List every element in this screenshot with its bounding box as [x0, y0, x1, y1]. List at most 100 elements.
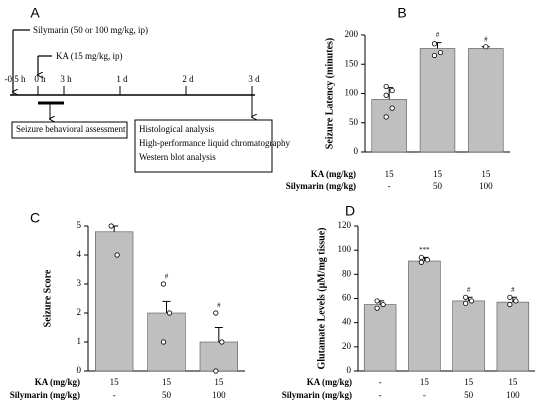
data-point — [507, 294, 513, 300]
panel-letter: D — [345, 203, 355, 219]
y-tick-label: 3 — [77, 278, 82, 288]
y-tick-label: 5 — [77, 220, 82, 230]
timeline-tick-label: 1 d — [116, 74, 128, 84]
row-name: Silymarin (mg/kg) — [10, 390, 80, 400]
y-tick-label: 0 — [77, 365, 82, 375]
silymarin-label: Silymarin (50 or 100 mg/kg, ip) — [33, 25, 148, 35]
data-point — [389, 105, 395, 111]
y-tick-label: 40 — [342, 317, 352, 327]
x-tick-label: 15 — [481, 169, 491, 179]
data-point — [108, 223, 114, 229]
x-tick-label: 15 — [110, 377, 120, 387]
x-tick-label: 50 — [433, 181, 443, 191]
y-tick-label: 80 — [342, 268, 352, 278]
data-point — [513, 298, 519, 304]
bar — [371, 99, 407, 153]
panel-letter: A — [30, 5, 40, 21]
panel-letter: C — [30, 210, 40, 226]
data-point — [431, 41, 438, 47]
ka-arrow — [38, 55, 52, 75]
y-tick-label: 100 — [338, 244, 352, 254]
x-tick-label: 15 — [162, 377, 172, 387]
data-point — [374, 305, 380, 311]
data-point — [166, 310, 173, 316]
data-point — [463, 300, 469, 306]
error-bar — [162, 300, 171, 313]
y-tick-label: 120 — [338, 220, 352, 230]
y-tick-label: 1 — [77, 336, 82, 346]
y-tick-label: 150 — [345, 58, 359, 68]
data-point — [463, 294, 469, 300]
analysis-label: High-performance liquid chromatography — [139, 138, 290, 148]
x-tick-label: - — [379, 390, 382, 400]
x-tick-label: 50 — [162, 390, 172, 400]
data-point — [437, 49, 444, 56]
data-point — [374, 298, 380, 304]
error-bar — [214, 327, 223, 342]
y-tick-label: 0 — [354, 146, 359, 156]
data-point — [383, 92, 389, 98]
x-tick-label: 15 — [420, 377, 430, 387]
bar — [408, 260, 441, 372]
data-point — [114, 252, 120, 258]
bar — [363, 304, 397, 372]
bar — [496, 301, 530, 372]
row-name: KA (mg/kg) — [307, 377, 352, 387]
timeline-tick-label: -0.5 h — [5, 74, 26, 84]
significance-mark: # — [217, 302, 221, 310]
data-point — [213, 368, 219, 374]
bar — [452, 300, 485, 372]
timeline-tick-label: 2 d — [182, 74, 194, 84]
timeline-tick-label: 0 h — [34, 74, 46, 84]
significance-mark: # — [467, 286, 471, 294]
y-tick-label: 20 — [342, 341, 352, 351]
bar — [147, 312, 186, 372]
bar — [468, 48, 504, 153]
data-point — [431, 52, 438, 59]
data-point — [383, 83, 389, 90]
significance-mark: # — [165, 273, 169, 281]
data-point — [418, 259, 424, 265]
y-tick-label: 0 — [347, 365, 352, 375]
behavior-box — [11, 121, 128, 139]
analysis-box — [134, 119, 273, 173]
timeline-tick-label: 3 d — [248, 74, 260, 84]
data-point — [418, 254, 424, 261]
x-tick-label: 100 — [212, 390, 226, 400]
data-point — [380, 301, 386, 308]
data-point — [424, 257, 430, 263]
bar — [199, 341, 238, 372]
x-tick-label: 100 — [506, 390, 520, 400]
x-tick-label: - — [388, 181, 391, 191]
y-axis-label: Glutamate Levels (μM/mg tissue) — [316, 227, 327, 369]
data-point — [483, 44, 489, 50]
y-axis-label: Seizure Latency (minutes) — [324, 38, 335, 149]
timeline-tick-label: 3 h — [60, 74, 72, 84]
data-point — [213, 310, 219, 316]
data-point — [160, 281, 167, 287]
y-tick-label: 100 — [345, 88, 359, 98]
data-point — [389, 87, 395, 94]
data-point — [383, 114, 389, 120]
x-tick-label: - — [379, 377, 382, 387]
y-tick-label: 60 — [342, 293, 352, 303]
x-tick-label: 50 — [464, 390, 474, 400]
x-tick-label: 15 — [214, 377, 224, 387]
timeline-panel: A Silymarin (50 or 100 mg/kg, ip) KA (15… — [10, 5, 273, 173]
x-tick-label: 15 — [385, 169, 395, 179]
x-tick-label: 15 — [508, 377, 518, 387]
x-tick-label: - — [113, 390, 116, 400]
ka-label: KA (15 mg/kg, ip) — [56, 51, 123, 61]
data-point — [219, 339, 225, 345]
row-name: Silymarin (mg/kg) — [286, 181, 356, 191]
bar — [419, 48, 456, 153]
y-tick-label: 200 — [345, 29, 359, 39]
row-name: KA (mg/kg) — [35, 377, 80, 387]
panel-letter: B — [397, 5, 406, 21]
y-tick-label: 50 — [349, 117, 359, 127]
significance-mark: # — [511, 286, 515, 294]
bar — [95, 231, 134, 372]
significance-mark: # — [484, 35, 488, 43]
behavior-label: Seizure behavioral assessment — [16, 124, 126, 134]
